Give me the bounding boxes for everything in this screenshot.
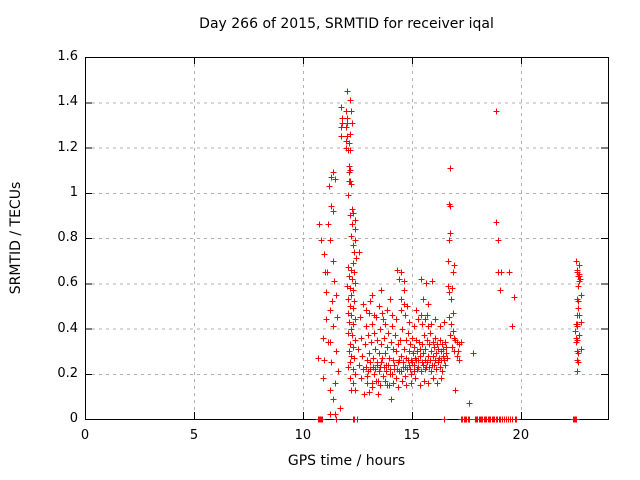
xtick-label: 0 bbox=[80, 428, 90, 443]
chart-title: Day 266 of 2015, SRMTID for receiver iqa… bbox=[199, 16, 494, 32]
ytick-label: 1 bbox=[69, 184, 78, 200]
xtick-label: 20 bbox=[512, 428, 530, 443]
ytick-label: 1.4 bbox=[57, 94, 78, 110]
x-axis-label: GPS time / hours bbox=[287, 453, 406, 469]
ytick-label: 0.6 bbox=[57, 275, 78, 291]
ytick-label: 1.6 bbox=[57, 49, 78, 64]
xtick-label: 15 bbox=[403, 428, 421, 443]
data-points bbox=[315, 88, 585, 423]
ytick-label: 1.2 bbox=[57, 139, 78, 155]
ytick-label: 0.4 bbox=[57, 320, 78, 336]
ytick-label: 0 bbox=[69, 411, 78, 426]
ytick-label: 0.8 bbox=[57, 230, 78, 245]
xtick-label: 10 bbox=[294, 428, 312, 443]
xtick-label: 5 bbox=[189, 428, 199, 443]
ytick-label: 0.2 bbox=[57, 365, 78, 381]
